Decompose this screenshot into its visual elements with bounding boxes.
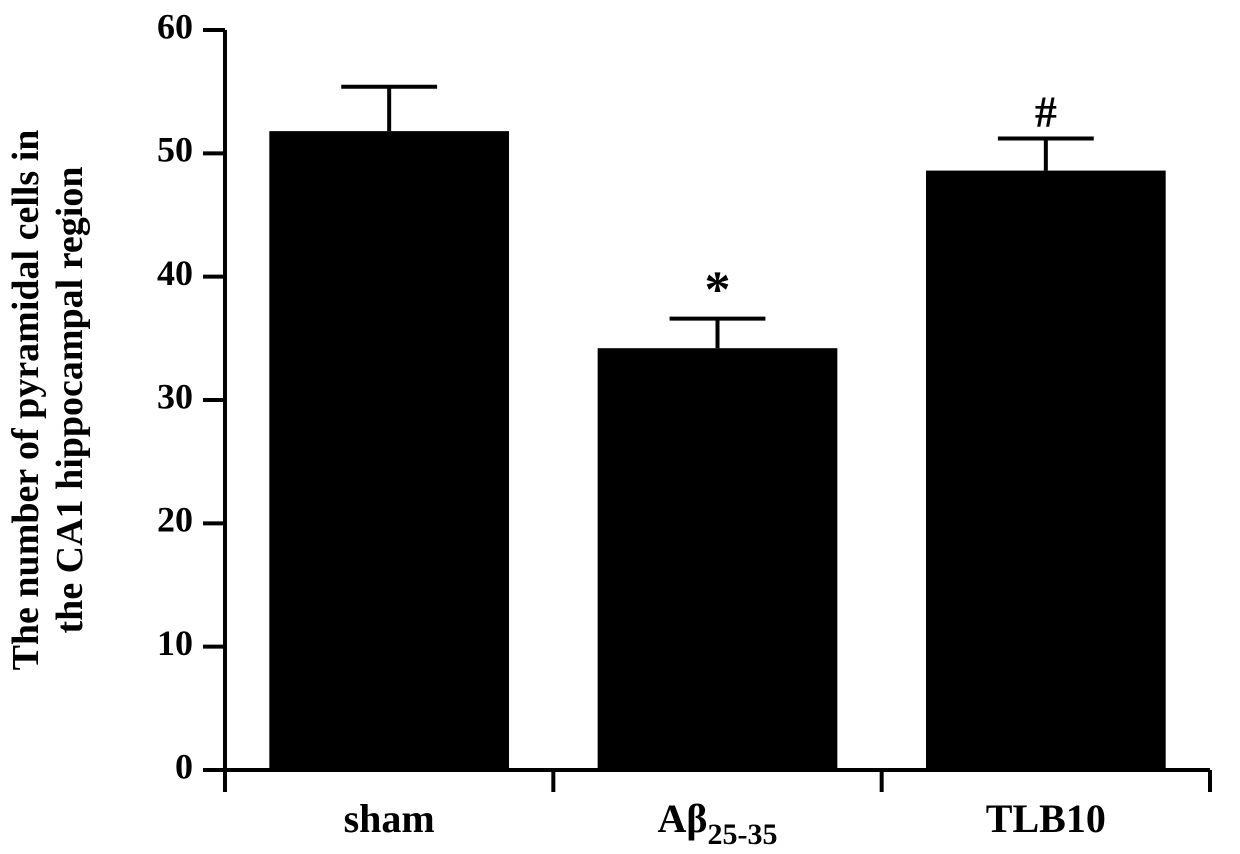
y-tick-label: 50 — [157, 130, 193, 170]
chart-svg: * #0 10 20 30 40 50 60 sham Aβ25-35 TLB10 The numbe… — [0, 0, 1240, 854]
x-tick-label: sham — [344, 796, 435, 841]
y-axis-title: The number of pyramidal cells inthe CA1 … — [5, 130, 91, 671]
y-tick-label: 20 — [157, 500, 193, 540]
bar-annotation: * — [705, 262, 731, 319]
y-tick-label: 40 — [157, 253, 193, 293]
bar — [598, 348, 838, 770]
y-tick-label: 0 — [175, 746, 193, 786]
svg-text:the CA1 hippocampal region: the CA1 hippocampal region — [49, 167, 91, 634]
bar — [269, 131, 509, 770]
y-tick-label: 10 — [157, 623, 193, 663]
bar — [926, 171, 1166, 770]
x-tick-label: Aβ25-35 — [658, 796, 778, 851]
svg-text:The number of pyramidal cells: The number of pyramidal cells in — [5, 130, 47, 671]
bar-chart: * #0 10 20 30 40 50 60 sham Aβ25-35 TLB10 The numbe… — [0, 0, 1240, 854]
y-tick-label: 30 — [157, 376, 193, 416]
y-tick-label: 60 — [157, 6, 193, 46]
bar-annotation: # — [1035, 88, 1057, 137]
x-tick-label: TLB10 — [986, 796, 1106, 841]
